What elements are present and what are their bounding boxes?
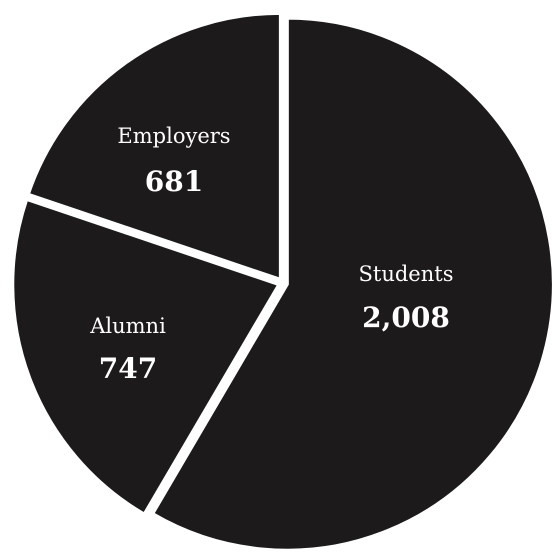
slice-value-students: 2,008 [362,301,450,334]
pie-slices [11,11,552,552]
slice-label-alumni: Alumni [89,314,166,338]
slice-value-employers: 681 [145,165,203,198]
slice-label-employers: Employers [117,124,230,148]
pie-slice-employers [26,11,282,282]
slice-label-students: Students [359,262,454,286]
pie-slice-students [150,16,552,552]
pie-slice-alumni [11,197,282,517]
pie-labels: Students 2,008 Alumni 747 Employers 681 [89,124,453,385]
slice-value-alumni: 747 [99,352,157,385]
